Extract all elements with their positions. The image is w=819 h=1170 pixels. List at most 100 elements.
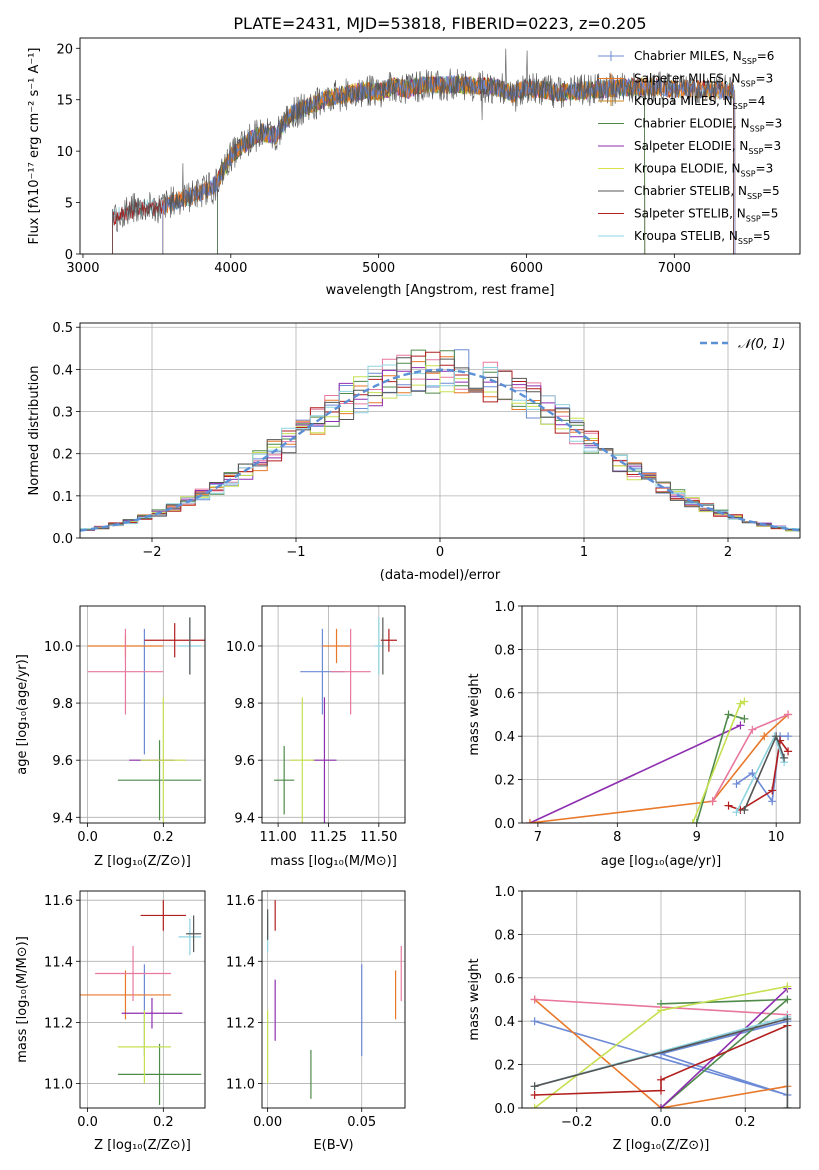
legend-suffix: =5 (761, 207, 779, 221)
legend-subscript: SSP (746, 215, 761, 224)
histogram-step (80, 364, 800, 530)
series-marker (530, 1090, 539, 1099)
plot-area (274, 617, 397, 823)
series-marker (768, 797, 777, 806)
legend-suffix: =4 (748, 94, 766, 108)
y-tick-label: 0.2 (494, 774, 515, 789)
axes-frame (521, 605, 801, 824)
legend-suffix: =3 (756, 72, 774, 86)
y-tick-label: 11.0 (44, 1078, 73, 1093)
series-line (695, 713, 745, 823)
legend-label: Salpeter MILES, NSSP=3 (634, 72, 773, 89)
series-marker (736, 721, 745, 730)
y-tick-label: 9.8 (52, 697, 73, 712)
legend-subscript: SSP (741, 170, 756, 179)
series-line (529, 713, 789, 823)
x-tick-label: 4000 (214, 261, 247, 276)
series-line (660, 998, 790, 1108)
y-tick-label: 0.4 (494, 1015, 515, 1030)
series-line (692, 700, 745, 823)
y-tick-label: 5 (65, 197, 73, 212)
series-marker (724, 801, 733, 810)
y-tick-label: 9.6 (234, 754, 255, 769)
x-tick-label: 0 (436, 545, 444, 560)
legend-label: Salpeter ELODIE, NSSP=3 (634, 139, 781, 156)
x-tick-label: 0.0 (651, 1115, 672, 1130)
axes-frame (79, 605, 206, 824)
normal-curve (80, 368, 800, 532)
x-axis-label: (data-model)/error (380, 568, 501, 583)
y-axis-label: mass weight (467, 958, 482, 1040)
spectrum-line (217, 75, 646, 254)
series-marker (784, 747, 793, 756)
y-axis-label: mass [log₁₀(M/M⊙)] (15, 936, 30, 1063)
series-marker (708, 797, 717, 806)
x-tick-label: 2 (724, 545, 732, 560)
histogram-step (80, 365, 800, 532)
series-marker (784, 710, 793, 719)
series-marker (657, 1075, 665, 1084)
series-marker (724, 710, 733, 719)
spectrum-line (217, 75, 646, 254)
plot-area (530, 982, 792, 1108)
plot-area (525, 697, 793, 823)
y-tick-label: 11.2 (226, 1016, 255, 1031)
series-marker (783, 1104, 792, 1108)
legend-suffix: =6 (757, 49, 775, 63)
series-marker (780, 753, 789, 762)
y-tick-label: 0.6 (494, 972, 515, 987)
plot-area (87, 617, 205, 823)
figure-title: PLATE=2431, MJD=53818, FIBERID=0223, z=0… (233, 14, 646, 33)
x-axis-label: E(B-V) (313, 1138, 353, 1153)
y-tick-label: 11.6 (226, 894, 255, 909)
legend-suffix: =3 (756, 162, 774, 176)
x-tick-label: −2 (142, 545, 161, 560)
x-axis-label: Z [log₁₀(Z/Z⊙)] (94, 1138, 191, 1153)
x-tick-label: 0.2 (735, 1115, 756, 1130)
x-tick-label: 3000 (66, 261, 99, 276)
legend-label: Kroupa STELIB, NSSP=5 (634, 229, 771, 246)
legend-label: Chabrier MILES, NSSP=6 (634, 49, 774, 66)
axes-frame (79, 37, 801, 255)
y-axis-label: mass weight (467, 673, 482, 755)
axes-frame (521, 890, 801, 1109)
plot-area (80, 900, 202, 1105)
legend-subscript: SSP (748, 147, 763, 156)
legend-subscript: SSP (747, 192, 762, 201)
panel-mass-weight-vs-metallicity: −0.2 0.0 0.2 0.0 0.2 0.4 0.6 0.8 1.0 Z [log₁₀(Z/Z… (467, 885, 801, 1153)
y-tick-label: 9.4 (52, 811, 73, 826)
y-tick-label: 11.4 (226, 955, 255, 970)
axes-frame (79, 322, 801, 539)
y-tick-label: 0.8 (494, 928, 515, 943)
series-line (660, 988, 788, 1108)
y-tick-label: 1.0 (494, 885, 515, 900)
y-tick-label: 11.0 (226, 1078, 255, 1093)
series-marker (768, 786, 777, 795)
legend-label: Salpeter STELIB, NSSP=5 (634, 207, 778, 224)
y-tick-label: 15 (56, 94, 73, 109)
y-tick-label: 0.2 (52, 448, 73, 463)
series-marker (784, 732, 793, 741)
x-tick-label: 0.05 (347, 1115, 376, 1130)
series-line (534, 1020, 788, 1096)
series-marker (657, 1006, 665, 1015)
x-tick-label: 11.25 (310, 830, 347, 845)
series-marker (688, 819, 697, 823)
x-tick-label: −0.2 (561, 1115, 593, 1130)
legend-suffix: =5 (753, 229, 771, 243)
legend-label: Kroupa ELODIE, NSSP=3 (634, 162, 773, 179)
y-tick-label: 10.0 (44, 640, 73, 655)
spectrum-line (162, 74, 736, 254)
series-marker (732, 808, 741, 817)
series-marker (740, 714, 749, 723)
series-marker (692, 819, 701, 823)
y-tick-label: 0.0 (52, 532, 73, 547)
spectrum-line (112, 48, 734, 254)
series-marker (748, 769, 757, 778)
x-tick-label: 8 (613, 830, 621, 845)
legend-subscript: SSP (750, 125, 765, 134)
series-line (534, 1024, 788, 1096)
series-marker (760, 732, 769, 741)
y-tick-label: 1.0 (494, 600, 515, 615)
